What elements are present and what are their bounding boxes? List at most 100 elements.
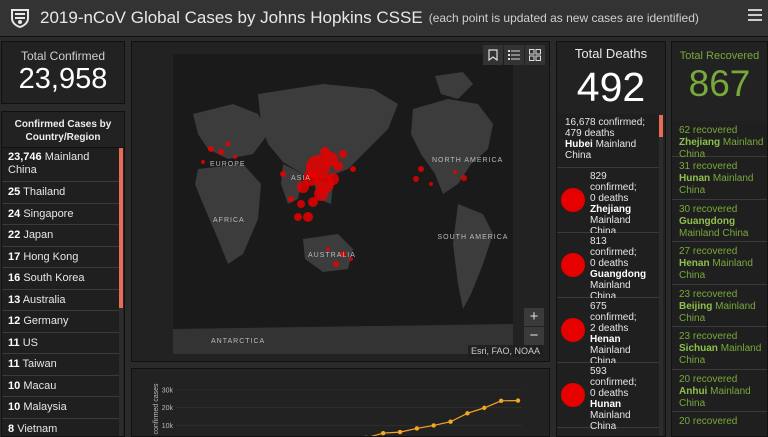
page-title: 2019-nCoV Global Cases by Johns Hopkins … <box>40 8 423 27</box>
recovered-country: Mainland China <box>679 343 762 366</box>
list-item[interactable]: 829 confirmed; 0 deaths Zhejiang Mainland C… <box>557 168 659 237</box>
list-item[interactable]: 675 confirmed; 2 deaths Henan Mainland Chin… <box>557 298 659 367</box>
chart-point[interactable] <box>397 429 403 435</box>
map-label-north-america: NORTH AMERICA <box>432 157 503 164</box>
country-row[interactable]: 8 Vietnam <box>2 418 120 436</box>
world-map[interactable]: EUROPE ASIA AFRICA NORTH AMERICA SOUTH A… <box>173 54 513 354</box>
chart-ytick-label: 30k <box>162 388 174 395</box>
country-count: 23,746 <box>8 151 42 163</box>
chart-point[interactable] <box>482 405 487 411</box>
country-name: Japan <box>23 229 54 241</box>
list-item[interactable]: 20 recovered <box>672 412 767 436</box>
map-label-australia: AUSTRALIA <box>308 252 356 259</box>
country-row[interactable]: 11 Taiwan <box>2 354 120 376</box>
recovered-country: Mainland China <box>679 137 764 160</box>
death-confirmed: 593 <box>590 366 607 377</box>
map-toolbar <box>482 45 545 65</box>
zoom-out-button[interactable]: − <box>524 327 544 346</box>
chart-point[interactable] <box>465 411 470 416</box>
death-region: Hunan <box>590 399 622 410</box>
chart-point[interactable] <box>380 430 386 436</box>
death-country: Mainland China <box>590 280 631 302</box>
deaths-list-scrollbar[interactable] <box>659 115 663 436</box>
total-deaths-label: Total Deaths <box>574 46 648 61</box>
country-row[interactable]: 13 Australia <box>2 289 120 311</box>
country-list-scrollbar[interactable] <box>119 148 123 436</box>
chart-point[interactable] <box>515 398 521 403</box>
bookmark-icon[interactable] <box>483 45 503 65</box>
country-row[interactable]: 10 Macau <box>2 375 120 397</box>
death-country: Mainland China <box>565 139 637 161</box>
zoom-in-button[interactable]: + <box>524 308 544 327</box>
total-deaths-panel: Total Deaths 492 16,678 confirmed; 479 d… <box>556 41 666 437</box>
death-count: 0 deaths <box>590 258 629 269</box>
death-country: Mainland China <box>590 345 631 367</box>
chart-point[interactable] <box>448 419 453 424</box>
chart-point[interactable] <box>431 423 436 428</box>
country-count: 12 <box>8 315 21 327</box>
country-row[interactable]: 12 Germany <box>2 311 120 333</box>
list-item[interactable]: 813 confirmed; 0 deaths Guangdong Mainland … <box>557 233 659 302</box>
scrollbar-thumb[interactable] <box>659 115 663 137</box>
death-confirmed-label: confirmed; <box>590 182 637 193</box>
chart-point[interactable] <box>364 435 368 437</box>
chart-point[interactable] <box>498 398 504 403</box>
recovered-list[interactable]: 62 recovered Zhejiang Mainland China 31 re… <box>672 121 767 436</box>
list-item[interactable]: 23 recovered Beijing Mainland China <box>672 284 767 327</box>
confirmed-cases-chart[interactable]: confirmed cases 10k 20k 30k <box>132 369 550 437</box>
hamburger-menu-icon[interactable] <box>748 9 762 23</box>
map-attribution[interactable]: Esri, FAO, NOAA <box>467 345 543 357</box>
list-item[interactable]: 30 recovered Guangdong Mainland China <box>672 199 767 242</box>
list-item[interactable]: 16,678 confirmed; 479 deaths Hubei Mainl… <box>557 114 659 168</box>
country-list[interactable]: 23,746 Mainland China 25 Thailand 24 Singa… <box>2 148 120 436</box>
death-region: Guangdong <box>590 269 647 280</box>
country-row[interactable]: 24 Singapore <box>2 203 120 225</box>
country-name: Malaysia <box>23 401 67 413</box>
country-name: Australia <box>22 293 66 306</box>
recovered-region: Hunan <box>679 173 711 184</box>
country-row[interactable]: 11 US <box>2 332 120 354</box>
header-bar: 2019-nCoV Global Cases by Johns Hopkins … <box>0 0 768 37</box>
country-name: Taiwan <box>22 358 57 370</box>
list-item[interactable]: 27 recovered Henan Mainland China <box>672 242 767 285</box>
country-count: 11 <box>8 336 20 349</box>
death-count: 2 deaths <box>590 323 629 334</box>
country-row[interactable]: 10 Malaysia <box>2 397 120 419</box>
country-row[interactable]: 17 Hong Kong <box>2 246 120 268</box>
recovered-count: 20 recovered <box>679 373 738 385</box>
list-item[interactable]: 62 recovered Zhejiang Mainland China <box>672 121 767 160</box>
country-count: 8 <box>8 422 15 435</box>
total-confirmed-label: Total Confirmed <box>20 49 106 63</box>
chart-ytick-label: 10k <box>162 423 174 430</box>
chart-points[interactable] <box>280 398 521 437</box>
country-count: 17 <box>8 250 21 263</box>
map-label-south-america: SOUTH AMERICA <box>438 234 509 241</box>
country-count: 10 <box>8 401 21 413</box>
map-label-antarctica: ANTARCTICA <box>211 338 265 345</box>
chart-ytick-label: 20k <box>162 405 174 412</box>
map-label-europe: EUROPE <box>210 161 246 168</box>
list-icon[interactable] <box>504 45 524 65</box>
basemap-gallery-icon[interactable] <box>525 45 545 65</box>
zoom-control: + − <box>524 308 544 346</box>
country-row[interactable]: 25 Thailand <box>2 182 120 204</box>
list-item[interactable]: 20 recovered Anhui Mainland China <box>672 369 767 412</box>
recovered-count: 20 recovered <box>679 416 738 427</box>
country-row[interactable]: 16 South Korea <box>2 268 120 290</box>
chart-point[interactable] <box>414 426 420 431</box>
recovered-country: Mainland China <box>679 385 751 409</box>
country-name: Vietnam <box>17 422 58 435</box>
total-recovered-value: 867 <box>688 63 751 104</box>
deaths-list[interactable]: 16,678 confirmed; 479 deaths Hubei Mainl… <box>557 114 659 432</box>
case-markers[interactable] <box>201 141 467 268</box>
list-item[interactable]: 31 recovered Hunan Mainland China <box>672 157 767 200</box>
map-panel[interactable]: EUROPE ASIA AFRICA NORTH AMERICA SOUTH A… <box>131 41 550 362</box>
country-row[interactable]: 23,746 Mainland China <box>2 148 120 182</box>
list-item[interactable]: 593 confirmed; 0 deaths Hunan Mainland Chin… <box>557 363 659 432</box>
chart-gridlines <box>176 389 522 426</box>
death-marker-icon <box>561 253 585 277</box>
scrollbar-thumb[interactable] <box>119 148 123 308</box>
country-count: 22 <box>8 229 21 241</box>
list-item[interactable]: 23 recovered Sichuan Mainland China <box>672 327 767 370</box>
country-row[interactable]: 22 Japan <box>2 225 120 247</box>
